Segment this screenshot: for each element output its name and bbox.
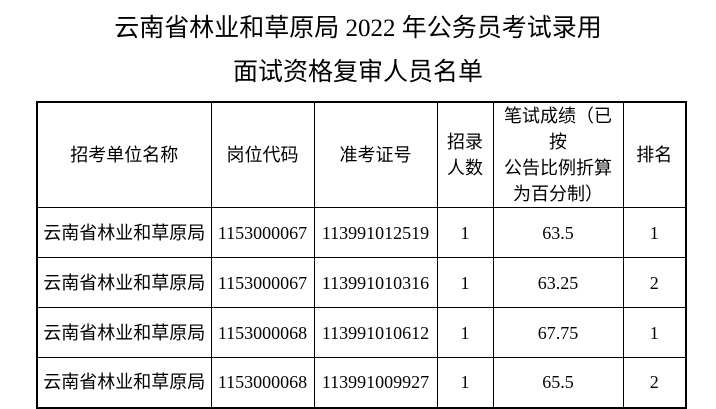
cell-score: 65.5	[492, 357, 624, 408]
cell-score: 63.5	[492, 207, 624, 258]
cell-rank: 2	[622, 357, 687, 408]
cell-unit: 云南省林业和草原局	[36, 207, 212, 258]
table-header-row: 招考单位名称 岗位代码 准考证号 招录 人数 笔试成绩（已按 公告比例折算 为百…	[36, 101, 687, 208]
cell-score: 67.75	[492, 307, 624, 358]
cell-unit: 云南省林业和草原局	[36, 307, 212, 358]
col-header-job-code: 岗位代码	[210, 101, 315, 208]
table-row: 云南省林业和草原局 1153000067 113991010316 1 63.2…	[36, 257, 687, 308]
table-row: 云南省林业和草原局 1153000068 113991010612 1 67.7…	[36, 307, 687, 358]
cell-score: 63.25	[492, 257, 624, 308]
cell-job-code: 1153000068	[210, 307, 315, 358]
roster-table: 招考单位名称 岗位代码 准考证号 招录 人数 笔试成绩（已按 公告比例折算 为百…	[36, 101, 687, 409]
cell-job-code: 1153000067	[210, 257, 315, 308]
cell-quota: 1	[436, 207, 494, 258]
cell-job-code: 1153000067	[210, 207, 315, 258]
cell-ticket-number: 113991009927	[313, 357, 438, 408]
col-header-written-score: 笔试成绩（已按 公告比例折算 为百分制）	[492, 101, 624, 208]
table-row: 云南省林业和草原局 1153000067 113991012519 1 63.5…	[36, 207, 687, 258]
cell-quota: 1	[436, 307, 494, 358]
cell-ticket-number: 113991012519	[313, 207, 438, 258]
table-row: 云南省林业和草原局 1153000068 113991009927 1 65.5…	[36, 357, 687, 408]
cell-unit: 云南省林业和草原局	[36, 257, 212, 308]
col-header-rank: 排名	[622, 101, 687, 208]
cell-unit: 云南省林业和草原局	[36, 357, 212, 408]
col-header-quota: 招录 人数	[436, 101, 494, 208]
cell-job-code: 1153000068	[210, 357, 315, 408]
cell-quota: 1	[436, 257, 494, 308]
col-header-unit: 招考单位名称	[36, 101, 212, 208]
page-title: 云南省林业和草原局 2022 年公务员考试录用 面试资格复审人员名单	[0, 15, 716, 86]
cell-ticket-number: 113991010316	[313, 257, 438, 308]
col-header-ticket-number: 准考证号	[313, 101, 438, 208]
title-line-1: 云南省林业和草原局 2022 年公务员考试录用	[114, 15, 602, 42]
cell-rank: 1	[622, 307, 687, 358]
cell-ticket-number: 113991010612	[313, 307, 438, 358]
cell-quota: 1	[436, 357, 494, 408]
cell-rank: 2	[622, 257, 687, 308]
title-line-2: 面试资格复审人员名单	[232, 59, 483, 86]
cell-rank: 1	[622, 207, 687, 258]
